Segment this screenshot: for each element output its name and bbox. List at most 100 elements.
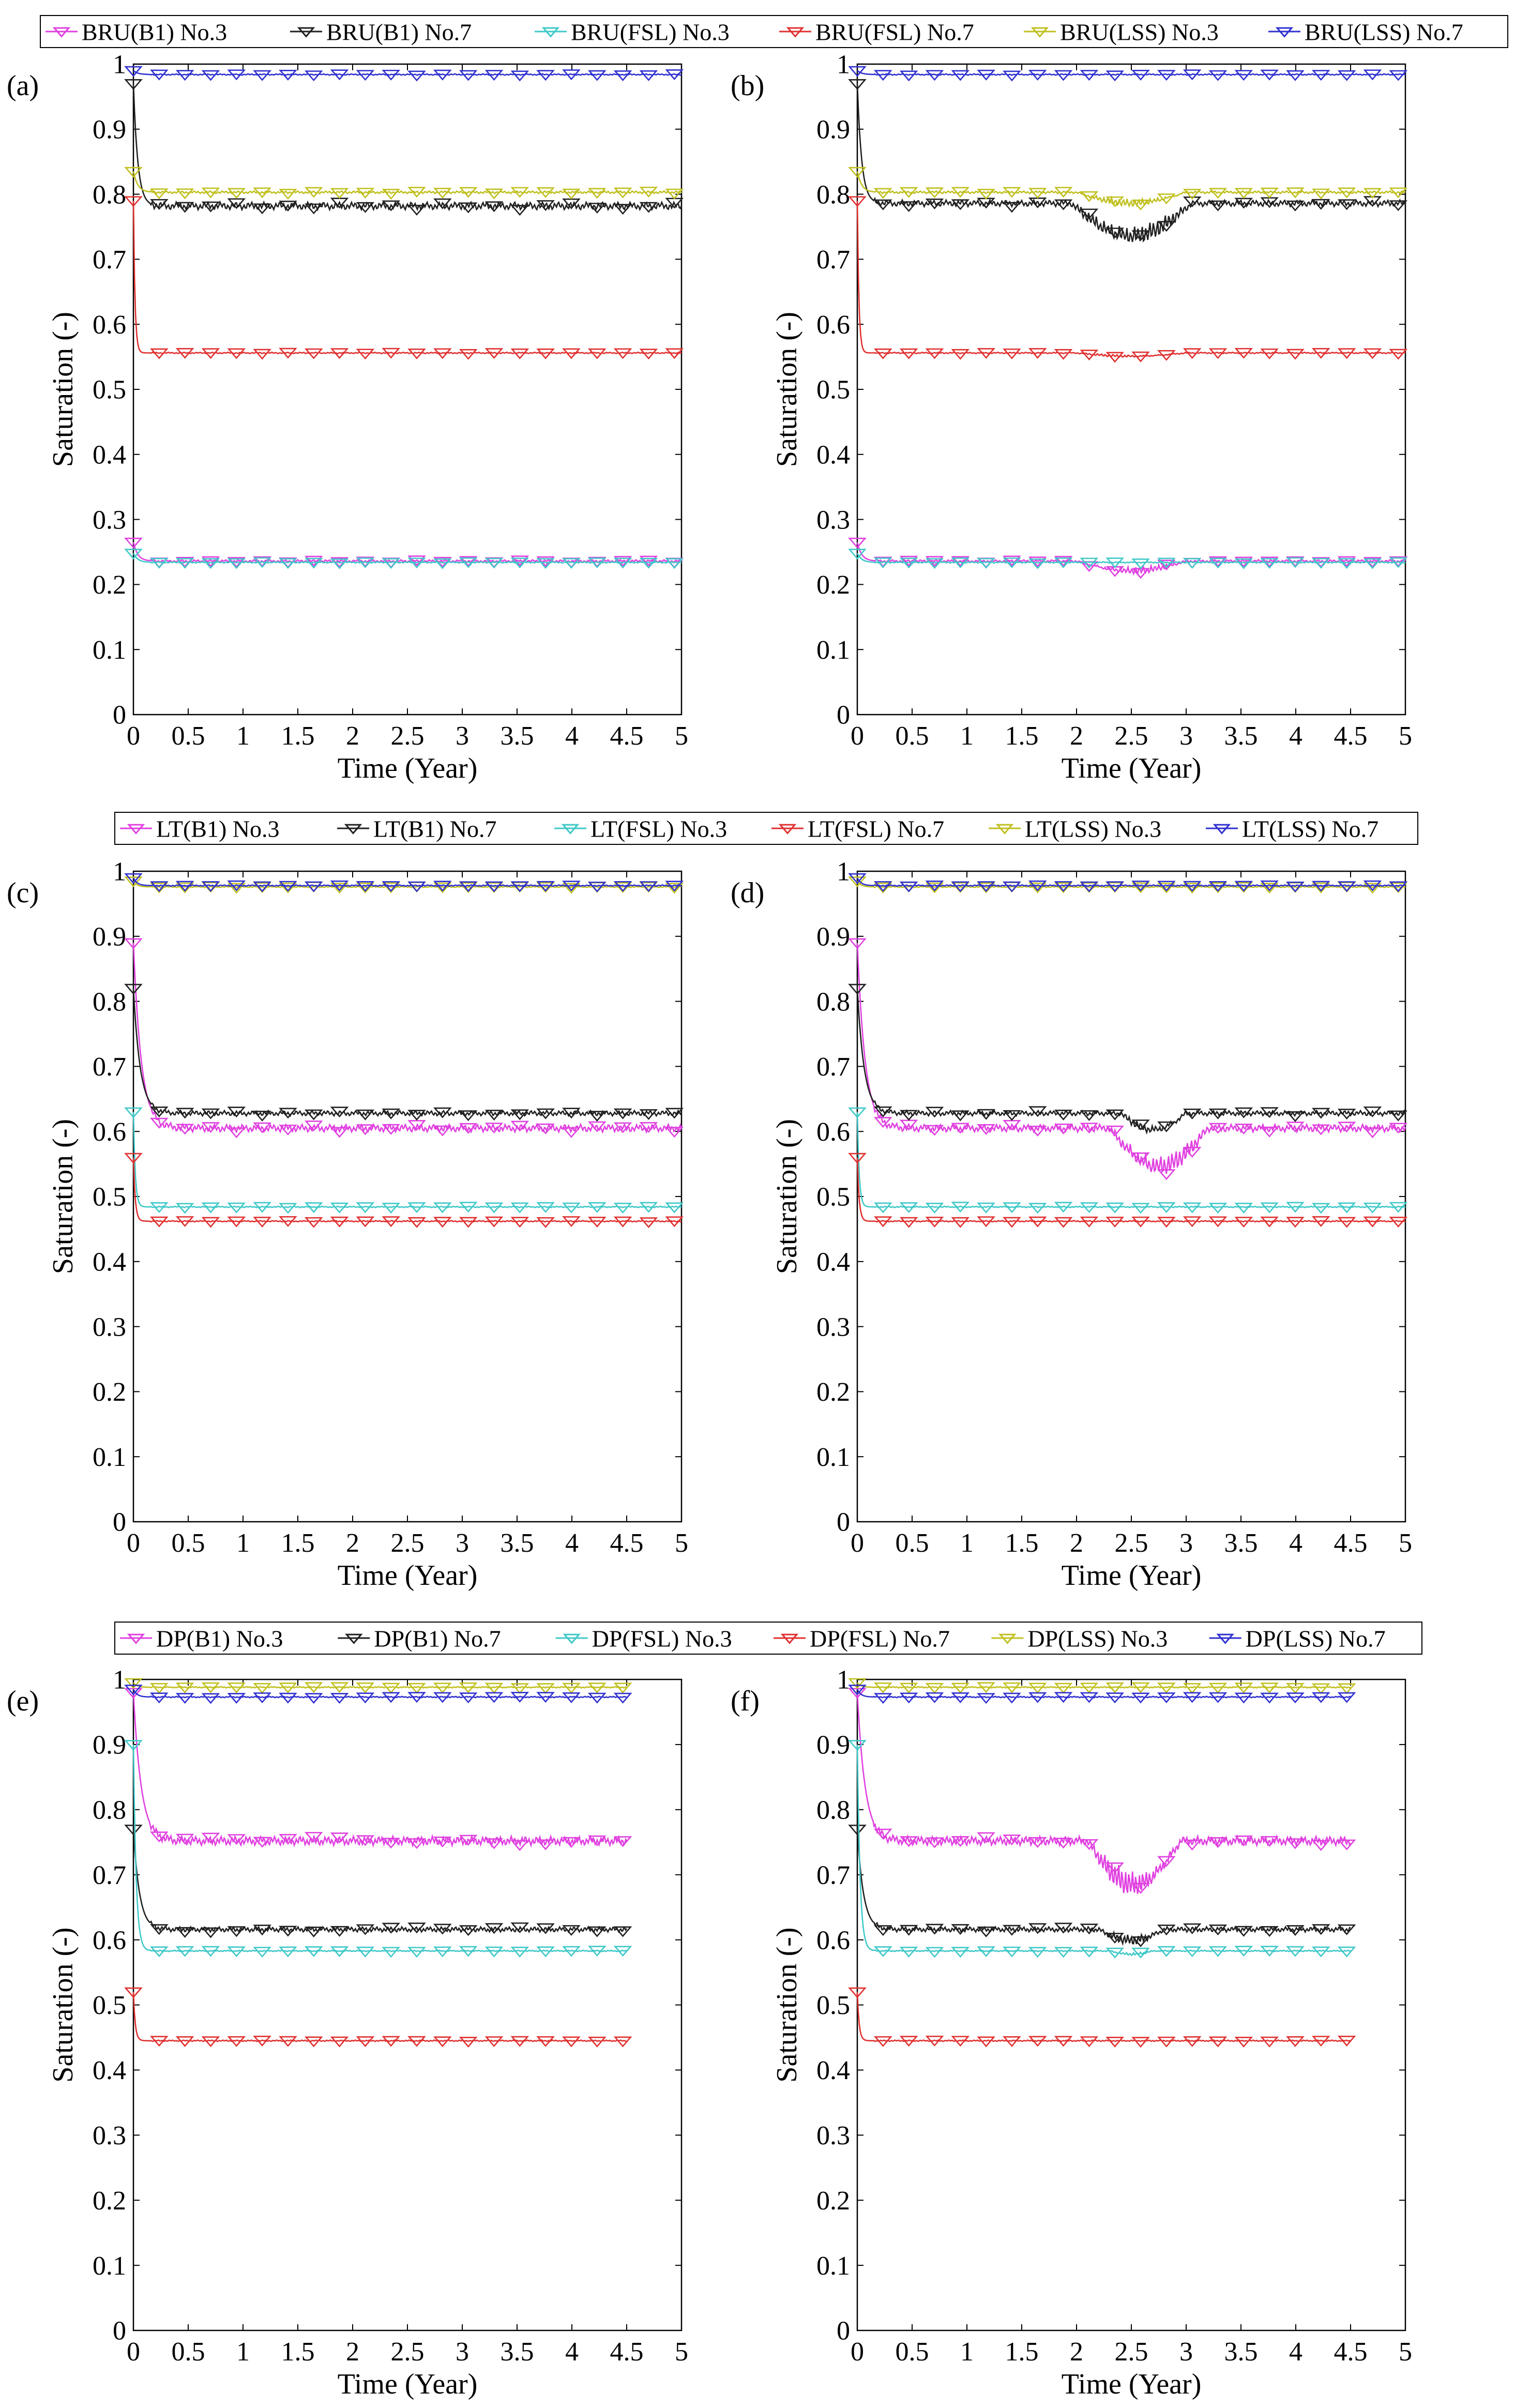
data-point-marker xyxy=(149,188,169,200)
data-point-marker xyxy=(433,882,452,893)
legend-marker xyxy=(127,1633,145,1644)
data-point-marker xyxy=(1157,1217,1176,1228)
data-point-marker xyxy=(1363,69,1382,81)
data-point-marker xyxy=(433,1946,452,1958)
data-point-marker xyxy=(1028,1947,1047,1958)
data-point-marker xyxy=(227,1202,246,1214)
data-point-marker xyxy=(382,1203,401,1214)
data-point-marker xyxy=(227,1834,246,1845)
series-lt-b1-no-7 xyxy=(848,983,1408,1135)
data-point-marker xyxy=(1105,1862,1125,1873)
data-point-marker xyxy=(562,1127,581,1138)
data-point-marker xyxy=(149,1202,169,1213)
data-point-marker xyxy=(977,69,995,81)
data-point-marker xyxy=(925,1947,944,1958)
x-tick-label: 0 xyxy=(851,2337,864,2367)
data-point-marker xyxy=(1054,70,1073,81)
data-point-marker xyxy=(1363,880,1382,891)
data-point-marker xyxy=(1337,1122,1356,1133)
data-point-marker xyxy=(510,2036,529,2047)
data-point-marker xyxy=(356,1682,375,1693)
data-point-marker xyxy=(1363,1202,1382,1214)
series-dp-b1-no-7 xyxy=(848,1824,1356,1947)
legend-marker xyxy=(998,1633,1017,1644)
data-point-marker xyxy=(382,1838,401,1849)
x-tick-label: 4.5 xyxy=(1334,721,1368,751)
y-axis-label: Saturation (-) xyxy=(771,312,803,467)
series-dp-b1-no-3 xyxy=(124,1688,632,1851)
x-tick-label: 2 xyxy=(1070,721,1083,751)
data-point-marker xyxy=(253,203,271,215)
data-point-marker xyxy=(382,1692,401,1703)
data-point-marker xyxy=(587,1683,607,1693)
x-tick-label: 5 xyxy=(675,721,688,751)
data-point-marker xyxy=(1028,1216,1047,1228)
data-point-marker xyxy=(510,881,529,892)
data-point-marker xyxy=(1311,188,1330,200)
data-point-marker xyxy=(227,198,246,209)
data-point-marker xyxy=(1054,1217,1073,1228)
legend-row-1: BRU(B1) No.3 BRU(B1) No.7 BRU(FSL) No.3 BRU… xyxy=(40,15,1508,48)
data-point-marker xyxy=(1286,2036,1305,2047)
data-point-marker xyxy=(304,348,323,359)
legend-marker xyxy=(127,824,145,835)
data-point-marker xyxy=(1003,555,1021,567)
data-point-marker xyxy=(1286,187,1305,199)
data-point-marker xyxy=(433,1107,452,1118)
data-point-marker xyxy=(1028,558,1047,569)
y-axis-label: Saturation (-) xyxy=(47,1119,79,1274)
data-point-marker xyxy=(1003,187,1021,198)
x-tick-label: 1.5 xyxy=(1005,1528,1039,1558)
series-lt-lss-no-7 xyxy=(124,873,684,892)
series-dp-b1-no-7 xyxy=(124,1824,632,1938)
data-point-marker xyxy=(1131,558,1150,569)
data-point-marker xyxy=(227,1682,246,1693)
legend-marker xyxy=(786,27,805,38)
data-point-marker xyxy=(1183,1146,1202,1158)
y-tick-label: 0.7 xyxy=(93,1860,126,1890)
data-point-marker xyxy=(1080,1110,1099,1122)
data-point-marker xyxy=(459,1123,478,1134)
x-tick-label: 2.5 xyxy=(391,721,425,751)
data-point-marker xyxy=(510,187,529,198)
data-point-marker xyxy=(149,1683,169,1694)
data-point-marker xyxy=(1234,70,1253,81)
x-tick-label: 5 xyxy=(1399,1528,1412,1558)
data-point-marker xyxy=(899,881,918,892)
x-tick-label: 3.5 xyxy=(1224,2337,1258,2367)
data-point-marker xyxy=(330,1127,349,1138)
legend-marker xyxy=(778,824,797,835)
data-point-marker xyxy=(899,70,918,82)
data-point-marker xyxy=(899,1946,918,1958)
data-point-marker xyxy=(1105,1125,1125,1137)
data-point-marker xyxy=(510,1946,529,1958)
data-point-marker xyxy=(227,348,246,359)
data-point-marker xyxy=(459,2037,478,2048)
data-point-marker xyxy=(665,1127,684,1138)
data-point-marker xyxy=(1311,1124,1330,1135)
data-point-marker xyxy=(899,557,918,569)
data-point-marker xyxy=(1131,69,1150,81)
data-point-marker xyxy=(356,1835,375,1846)
data-point-marker xyxy=(1260,1683,1279,1694)
data-point-marker xyxy=(977,881,995,892)
data-point-marker xyxy=(304,881,323,892)
legend-marker xyxy=(995,824,1014,835)
data-point-marker xyxy=(484,557,504,569)
data-point-marker xyxy=(1311,881,1330,892)
y-tick-label: 0.9 xyxy=(816,1731,850,1760)
data-point-marker xyxy=(407,1120,426,1131)
data-point-marker xyxy=(951,1836,970,1847)
data-point-marker xyxy=(201,1682,220,1693)
legend-label: DP(LSS) No.7 xyxy=(1246,1626,1386,1652)
data-point-marker xyxy=(1286,1202,1305,1213)
data-point-marker xyxy=(175,1693,194,1704)
data-point-marker xyxy=(1286,1838,1305,1850)
data-point-marker xyxy=(433,1924,452,1935)
data-point-marker xyxy=(848,1153,867,1164)
data-point-marker xyxy=(977,1682,995,1693)
data-point-marker xyxy=(279,69,297,81)
data-point-marker xyxy=(253,1925,271,1936)
data-point-marker xyxy=(1286,557,1305,568)
data-point-marker xyxy=(1080,208,1099,220)
